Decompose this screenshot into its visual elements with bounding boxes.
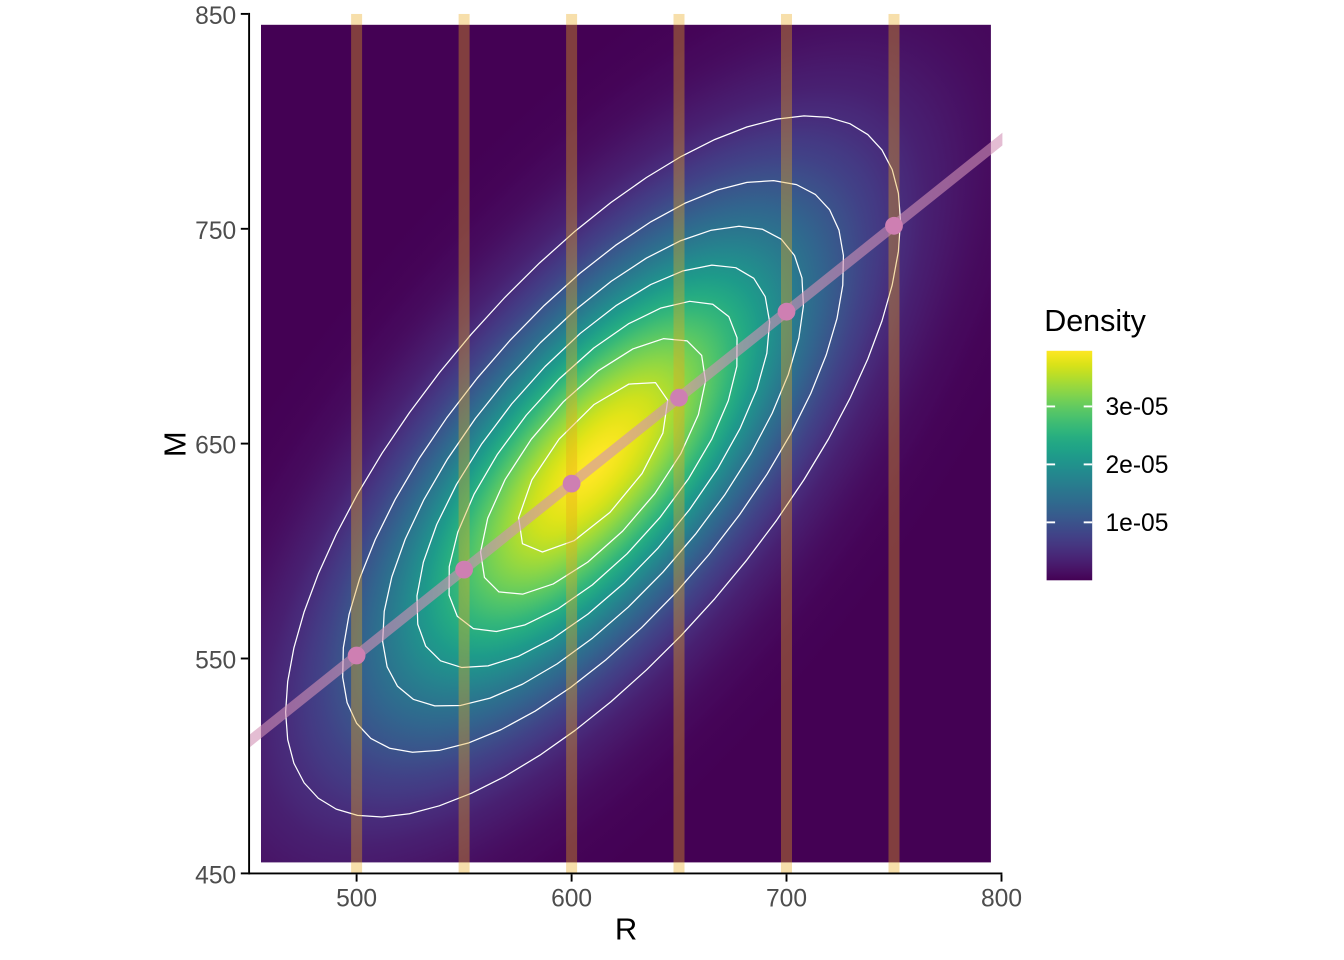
svg-text:3e-05: 3e-05 xyxy=(1106,394,1169,421)
svg-text:550: 550 xyxy=(195,648,236,675)
svg-text:R: R xyxy=(615,912,637,947)
svg-text:850: 850 xyxy=(195,3,236,30)
svg-text:500: 500 xyxy=(336,886,377,913)
svg-text:M: M xyxy=(158,431,193,457)
svg-text:Density: Density xyxy=(1044,304,1146,338)
svg-text:650: 650 xyxy=(195,433,236,460)
svg-text:600: 600 xyxy=(551,886,592,913)
svg-text:750: 750 xyxy=(195,218,236,245)
svg-text:800: 800 xyxy=(981,886,1022,913)
svg-text:2e-05: 2e-05 xyxy=(1106,452,1169,479)
svg-text:700: 700 xyxy=(766,886,807,913)
svg-text:450: 450 xyxy=(195,863,236,890)
svg-text:1e-05: 1e-05 xyxy=(1106,510,1169,537)
